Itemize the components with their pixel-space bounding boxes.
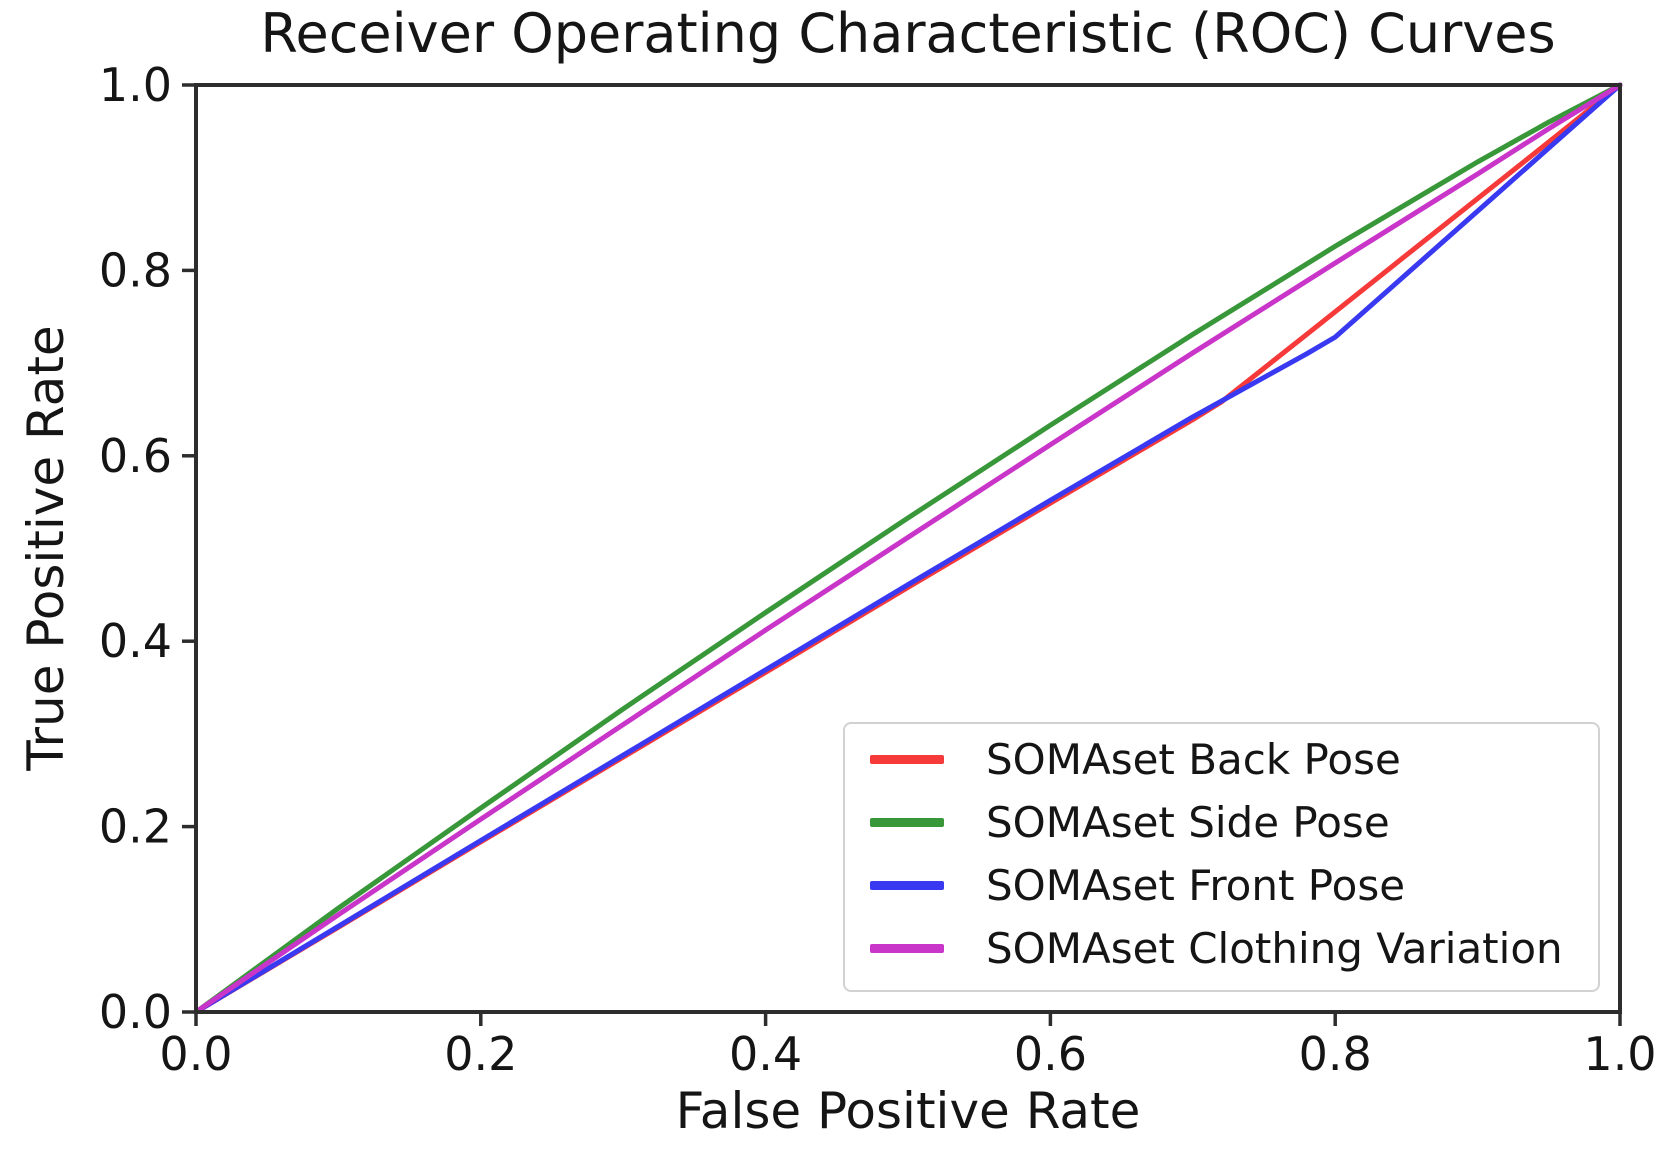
legend-label: SOMAset Front Pose (986, 861, 1406, 910)
y-tick-label: 0.0 (99, 985, 172, 1039)
legend-swatch-front-pose (870, 881, 944, 890)
curve-somaset-side-pose (193, 82, 1623, 1015)
x-tick-label: 0.4 (729, 1027, 802, 1081)
legend: SOMAset Back Pose SOMAset Side Pose SOMA… (843, 722, 1600, 992)
x-tick-label: 0.0 (159, 1027, 232, 1081)
plot-spines (194, 83, 1622, 1014)
legend-label: SOMAset Back Pose (986, 735, 1401, 784)
chart-title: Receiver Operating Characteristic (ROC) … (260, 2, 1556, 65)
x-tick-label: 1.0 (1583, 1027, 1656, 1081)
legend-swatch-back-pose (870, 755, 944, 764)
legend-item: SOMAset Front Pose (845, 854, 1598, 917)
legend-item: SOMAset Side Pose (845, 791, 1598, 854)
legend-label: SOMAset Clothing Variation (986, 924, 1563, 973)
y-tick-label: 0.4 (99, 614, 172, 668)
x-axis-label: False Positive Rate (675, 1082, 1141, 1140)
legend-item: SOMAset Back Pose (845, 728, 1598, 791)
y-tick-label: 0.2 (99, 800, 172, 854)
legend-swatch-side-pose (870, 818, 944, 827)
legend-item: SOMAset Clothing Variation (845, 917, 1598, 980)
x-tick-label: 0.8 (1299, 1027, 1372, 1081)
legend-swatch-clothing-variation (870, 944, 944, 953)
legend-label: SOMAset Side Pose (986, 798, 1390, 847)
y-tick-label: 1.0 (99, 58, 172, 112)
x-tick-label: 0.2 (444, 1027, 517, 1081)
x-tick-label: 0.6 (1014, 1027, 1087, 1081)
y-tick-label: 0.8 (99, 243, 172, 297)
y-axis-label: True Positive Rate (17, 325, 75, 771)
curve-somaset-front-pose (193, 82, 1623, 1015)
y-tick-label: 0.6 (99, 429, 172, 483)
curve-somaset-clothing-variation (193, 82, 1623, 1015)
